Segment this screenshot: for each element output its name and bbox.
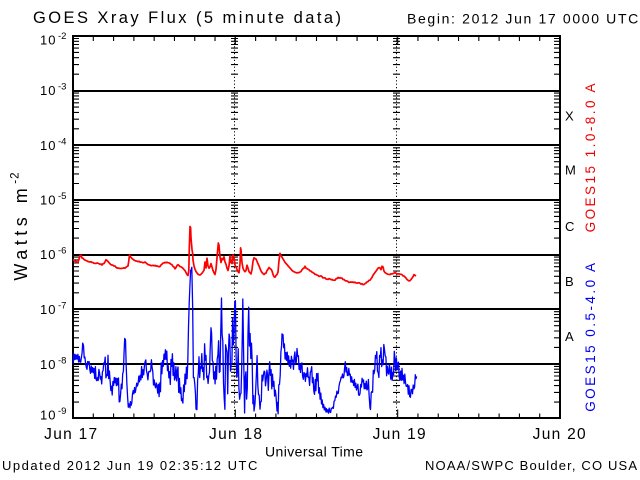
svg-text:Jun 17: Jun 17 [44, 426, 98, 443]
svg-text:Begin: 2012 Jun 17 0000 UTC: Begin: 2012 Jun 17 0000 UTC [407, 11, 640, 27]
svg-text:Jun 18: Jun 18 [209, 426, 263, 443]
svg-text:NOAA/SWPC Boulder, CO USA: NOAA/SWPC Boulder, CO USA [425, 458, 638, 473]
svg-text:GOES15 1.0-8.0 A: GOES15 1.0-8.0 A [583, 81, 598, 232]
svg-text:GOES Xray Flux (5 minute data): GOES Xray Flux (5 minute data) [33, 9, 343, 27]
svg-text:Updated 2012 Jun 19 02:35:12 U: Updated 2012 Jun 19 02:35:12 UTC [2, 458, 259, 473]
svg-text:Universal Time: Universal Time [265, 444, 363, 460]
svg-text:B: B [565, 274, 574, 289]
svg-text:Watts m-2: Watts m-2 [10, 172, 32, 281]
svg-text:X: X [565, 109, 574, 124]
svg-text:C: C [565, 219, 574, 234]
svg-text:M: M [565, 163, 576, 178]
svg-text:GOES15 0.5-4.0 A: GOES15 0.5-4.0 A [583, 260, 598, 411]
svg-text:Jun 20: Jun 20 [533, 426, 587, 443]
svg-text:A: A [565, 329, 574, 344]
svg-text:Jun 19: Jun 19 [373, 426, 427, 443]
